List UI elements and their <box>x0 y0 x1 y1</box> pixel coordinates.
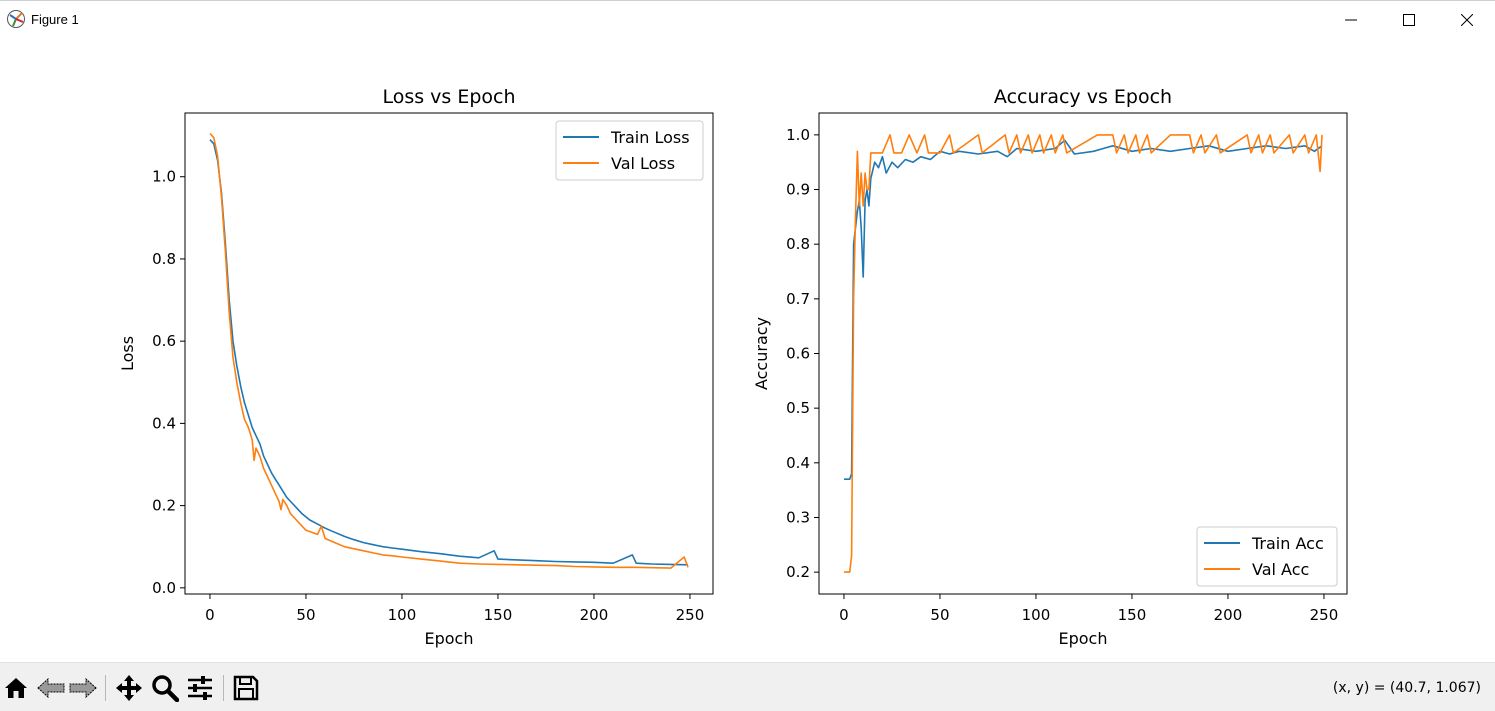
minimize-icon <box>1345 19 1357 21</box>
forward-button[interactable] <box>68 673 98 703</box>
x-axis-label: Epoch <box>1059 629 1108 648</box>
window-title: Figure 1 <box>31 12 79 27</box>
legend-label: Val Loss <box>611 154 675 173</box>
series-line-val-loss <box>209 133 689 569</box>
back-icon <box>37 677 65 699</box>
chart-title: Loss vs Epoch <box>382 86 515 108</box>
series-line-train-acc <box>844 139 1323 480</box>
figure-canvas[interactable]: 0 50 100 150 200 250 0.0 0.2 0.4 0.6 0.8 1.0 Loss vs… <box>0 38 1495 662</box>
accuracy-plot: 0 50 100 150 200 250 0.2 0.3 0.4 0.5 0.6 0.7 0.8 0.9 1… <box>752 86 1348 648</box>
y-tick-label: 0.4 <box>152 414 176 432</box>
y-tick-label: 0.0 <box>152 579 176 597</box>
close-button[interactable] <box>1438 1 1495 39</box>
axes-frame <box>818 112 1348 595</box>
configure-button[interactable] <box>185 673 215 703</box>
maximize-icon <box>1403 14 1415 26</box>
x-tick-label: 100 <box>388 606 417 624</box>
navigation-toolbar: (x, y) = (40.7, 1.067) <box>0 662 1495 711</box>
legend-box <box>1196 526 1338 587</box>
y-tick-label: 0.7 <box>786 290 810 308</box>
minimize-button[interactable] <box>1322 1 1380 39</box>
back-button[interactable] <box>36 673 66 703</box>
y-tick-label: 0.9 <box>786 181 810 199</box>
pan-icon <box>116 675 142 701</box>
legend-label: Train Acc <box>1251 534 1324 553</box>
x-tick-label: 50 <box>296 606 315 624</box>
x-tick-label: 200 <box>580 606 609 624</box>
y-tick-label: 1.0 <box>786 126 810 144</box>
axes-frame <box>184 112 714 595</box>
configure-icon <box>188 676 212 700</box>
loss-plot: 0 50 100 150 200 250 0.0 0.2 0.4 0.6 0.8 1.0 Loss vs… <box>118 86 714 648</box>
y-tick-label: 0.6 <box>152 332 176 350</box>
save-icon <box>233 675 259 701</box>
legend-box <box>555 120 704 181</box>
series-line-val-acc <box>844 134 1323 573</box>
home-icon <box>5 678 27 698</box>
save-button[interactable] <box>231 673 261 703</box>
y-tick-label: 0.8 <box>786 235 810 253</box>
toolbar-separator <box>223 675 224 701</box>
zoom-icon <box>152 675 179 702</box>
y-tick-label: 0.2 <box>786 563 810 581</box>
y-tick-label: 0.3 <box>786 508 810 526</box>
y-axis-label: Accuracy <box>752 317 771 390</box>
series-line-train-loss <box>209 139 689 566</box>
toolbar-separator <box>105 675 106 701</box>
y-tick-label: 0.2 <box>152 497 176 515</box>
forward-icon <box>69 677 97 699</box>
legend-label: Val Acc <box>1252 560 1309 579</box>
maximize-button[interactable] <box>1380 1 1438 39</box>
x-tick-label: 250 <box>1310 606 1339 624</box>
y-tick-label: 0.4 <box>786 454 810 472</box>
window-titlebar: Figure 1 <box>0 0 1495 38</box>
x-tick-label: 0 <box>839 606 849 624</box>
matplotlib-icon <box>6 9 26 29</box>
x-tick-label: 200 <box>1214 606 1243 624</box>
y-axis-label: Loss <box>118 336 137 371</box>
chart-title: Accuracy vs Epoch <box>994 86 1172 108</box>
home-button[interactable] <box>1 673 31 703</box>
y-tick-label: 1.0 <box>152 168 176 186</box>
legend-label: Train Loss <box>610 128 690 147</box>
pan-button[interactable] <box>114 673 144 703</box>
close-icon <box>1461 14 1473 26</box>
x-tick-label: 150 <box>1118 606 1147 624</box>
zoom-button[interactable] <box>150 673 180 703</box>
x-tick-label: 250 <box>676 606 705 624</box>
y-tick-label: 0.6 <box>786 345 810 363</box>
x-tick-label: 100 <box>1022 606 1051 624</box>
x-tick-label: 150 <box>484 606 513 624</box>
x-tick-label: 50 <box>930 606 949 624</box>
y-tick-label: 0.8 <box>152 250 176 268</box>
x-tick-label: 0 <box>205 606 215 624</box>
coordinate-readout: (x, y) = (40.7, 1.067) <box>1332 680 1481 696</box>
y-tick-label: 0.5 <box>786 399 810 417</box>
x-axis-label: Epoch <box>425 629 474 648</box>
